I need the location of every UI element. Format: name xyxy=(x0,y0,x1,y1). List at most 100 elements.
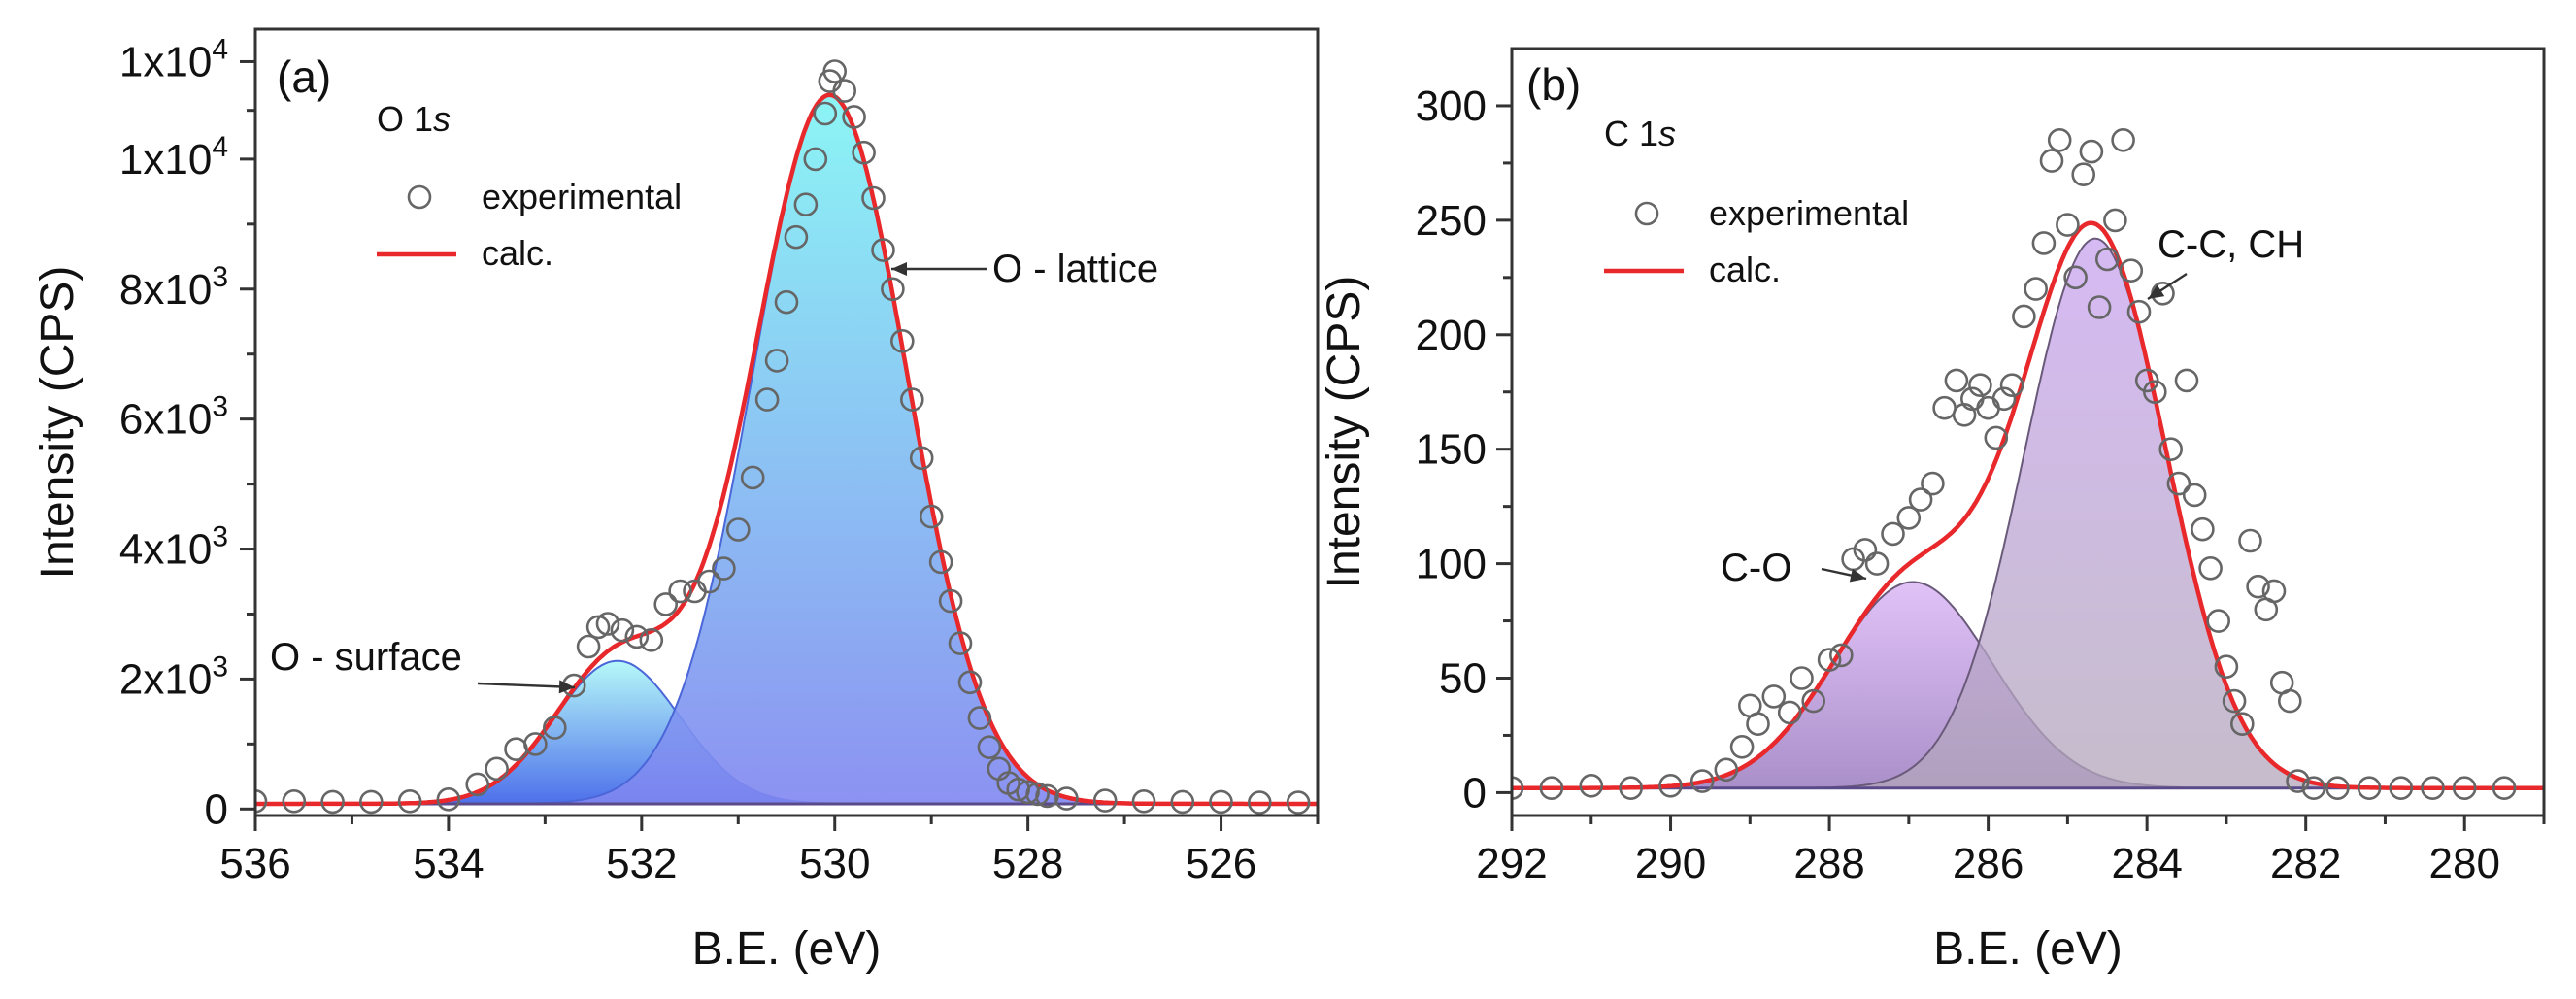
legend-marker-experimental xyxy=(1634,201,1659,226)
experimental-point xyxy=(1054,786,1079,811)
experimental-point xyxy=(948,631,973,655)
experimental-point xyxy=(1714,757,1739,783)
plot-area xyxy=(1512,128,2544,801)
experimental-point xyxy=(957,670,983,695)
experimental-point xyxy=(1286,790,1311,815)
y-tick-label: 2x103 xyxy=(119,650,228,703)
experimental-point xyxy=(881,277,905,302)
experimental-point xyxy=(1908,487,1933,512)
x-axis-label: B.E. (eV) xyxy=(1933,923,2123,975)
x-tick-label: 532 xyxy=(606,840,677,887)
x-tick-label: 286 xyxy=(1953,840,2024,887)
experimental-point xyxy=(523,732,548,756)
arrow-head xyxy=(1849,568,1866,583)
experimental-point xyxy=(1131,788,1156,814)
legend-label-experimental: experimental xyxy=(1709,193,1909,233)
experimental-point xyxy=(938,588,963,614)
experimental-point xyxy=(2301,776,2326,801)
experimental-point xyxy=(1025,782,1050,807)
experimental-point xyxy=(1944,368,1969,393)
experimental-point xyxy=(2143,380,2167,405)
experimental-point xyxy=(852,140,876,165)
experimental-point xyxy=(2166,471,2191,496)
annotation-o-surface: O - surface xyxy=(270,636,462,679)
experimental-point xyxy=(1864,551,1890,576)
experimental-point xyxy=(2031,231,2057,255)
experimental-point xyxy=(595,612,620,636)
experimental-point xyxy=(871,238,895,262)
experimental-point xyxy=(2095,247,2120,272)
plot-area xyxy=(255,59,1318,815)
experimental-point xyxy=(320,789,345,815)
x-tick-label: 534 xyxy=(413,840,484,887)
plot-frame xyxy=(253,27,1320,817)
experimental-point xyxy=(725,517,751,542)
y-tick-label: 0 xyxy=(205,785,228,833)
y-axis-label: Intensity (CPS) xyxy=(1319,276,1370,589)
x-tick-label: 526 xyxy=(1186,840,1256,887)
experimental-point xyxy=(784,224,809,250)
panel-b: 292 290 288 286 284 282 280 0 50 100 150 200 250 300 B… xyxy=(1319,47,2546,975)
experimental-point xyxy=(1035,783,1059,809)
experimental-point xyxy=(1512,776,1524,800)
experimental-point xyxy=(2111,128,2135,152)
experimental-point xyxy=(610,617,635,643)
experimental-point xyxy=(639,627,664,652)
legend-label-calc: calc. xyxy=(1709,250,1781,289)
experimental-point xyxy=(2206,609,2230,633)
y-tick-label: 8x103 xyxy=(119,261,228,314)
y-tick-label: 50 xyxy=(1439,655,1487,703)
experimental-point xyxy=(2325,776,2350,801)
experimental-point xyxy=(861,185,886,211)
experimental-point xyxy=(2261,579,2287,604)
experimental-point xyxy=(2174,368,2199,393)
experimental-point xyxy=(1984,425,2009,450)
experimental-point xyxy=(2214,654,2239,680)
experimental-point xyxy=(1921,471,1945,496)
experimental-point xyxy=(1991,386,2017,412)
y-tick-label: 1x104 xyxy=(119,131,228,183)
experimental-point xyxy=(1801,688,1825,714)
component-peak-c-c-ch xyxy=(1512,237,2544,789)
experimental-point xyxy=(2191,516,2215,542)
panel-label: (a) xyxy=(277,51,331,102)
legend: experimental calc. xyxy=(1604,193,1909,289)
experimental-point xyxy=(282,788,307,814)
experimental-point xyxy=(899,387,924,412)
experimental-point xyxy=(1729,734,1755,759)
x-axis-label: B.E. (eV) xyxy=(692,923,882,975)
experimental-point xyxy=(2039,149,2064,173)
experimental-point xyxy=(2012,304,2036,329)
experimental-point xyxy=(465,772,490,797)
arrow-head xyxy=(558,680,575,694)
experimental-point xyxy=(1853,538,1878,562)
legend-label-calc: calc. xyxy=(482,233,553,273)
experimental-point xyxy=(576,634,601,659)
experimental-point xyxy=(1976,395,2000,420)
experimental-point xyxy=(813,101,838,126)
experimental-point xyxy=(2103,208,2127,233)
y-tick-label: 250 xyxy=(1416,197,1487,245)
annotation-o-lattice: O - lattice xyxy=(992,248,1158,290)
experimental-point xyxy=(1209,789,1233,815)
experimental-point xyxy=(542,716,567,740)
experimental-point xyxy=(1932,395,1957,420)
y-tick-label: 6x103 xyxy=(119,391,228,444)
arrow-head xyxy=(891,262,907,276)
experimental-point xyxy=(764,349,789,373)
experimental-point xyxy=(2119,258,2144,283)
experimental-point xyxy=(697,569,721,594)
experimental-point xyxy=(1761,684,1787,709)
experimental-point xyxy=(653,592,679,616)
experimental-point xyxy=(1829,643,1854,668)
annotation-c-c-ch: C-C, CH xyxy=(2158,223,2304,266)
experimental-point xyxy=(832,79,857,103)
experimental-point xyxy=(2198,555,2223,581)
experimental-point xyxy=(967,706,992,730)
experimental-point xyxy=(1746,712,1770,737)
experimental-point xyxy=(2389,776,2414,801)
experimental-point xyxy=(2079,139,2104,164)
experimental-point xyxy=(1999,373,2024,398)
experimental-point xyxy=(803,147,828,172)
